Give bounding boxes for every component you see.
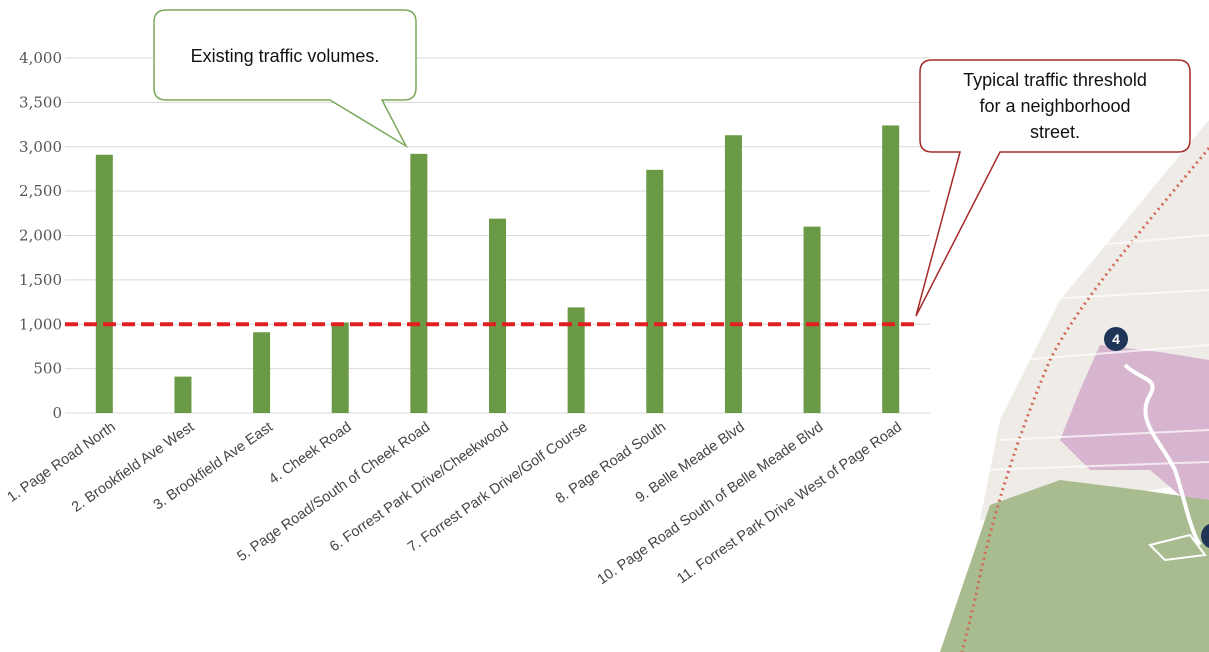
y-tick-label: 3,500 [19,93,62,111]
bar [331,322,349,413]
bar [410,153,428,413]
bar [803,226,821,413]
callout-threshold: Typical traffic threshold for a neighbor… [915,59,1191,317]
y-tick-label: 2,000 [19,227,62,245]
y-tick-label: 3,000 [19,138,62,156]
bar [567,307,585,413]
bar [882,125,900,413]
y-tick-label: 4,000 [19,49,62,67]
map-marker-partial[interactable] [1201,523,1209,549]
y-tick-label: 2,500 [19,182,62,200]
callout-existing-bubble [153,9,417,149]
map-marker-label: 4 [1112,331,1120,347]
map-campus-area [1060,345,1209,520]
callout-threshold-line-2: for a neighborhood [979,96,1130,116]
bar [95,154,113,414]
map-path-white-2 [1148,533,1207,562]
map-park-area [940,480,1209,652]
callout-existing-text: Existing traffic volumes. [191,46,380,66]
callout-threshold-line-1: Typical traffic threshold [963,70,1147,90]
map-marker-4[interactable] [1104,327,1128,351]
y-tick-label: 500 [33,360,62,378]
y-tick-label: 1,000 [19,315,62,333]
bar [174,376,192,413]
bar [489,218,506,413]
map-street-lines [979,234,1209,471]
background-map: 4 [940,120,1209,652]
callout-existing: Existing traffic volumes. [153,9,417,149]
callout-threshold-line-3: street. [1030,122,1080,142]
map-boundary-line [960,147,1209,652]
bar [646,169,664,413]
bar [724,135,742,413]
y-axis-ticks: 0 500 1,000 1,500 2,000 2,500 3,000 3,500 4,000 [19,49,62,422]
callout-threshold-bubble [915,59,1191,317]
y-tick-label: 1,500 [19,271,62,289]
map-path-white [1123,363,1202,547]
bar [253,332,271,413]
bars [95,125,900,414]
y-tick-label: 0 [52,404,62,422]
